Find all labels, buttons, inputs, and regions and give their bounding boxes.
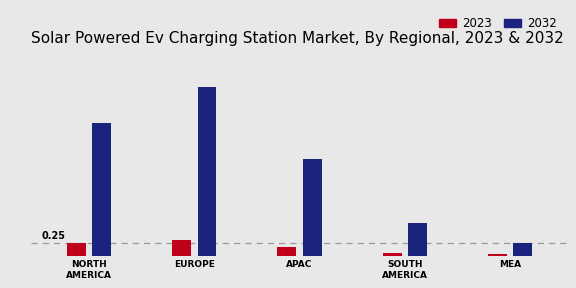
Bar xyxy=(92,123,111,256)
Bar xyxy=(278,247,297,256)
Bar xyxy=(408,223,427,256)
Bar xyxy=(488,254,507,256)
Bar xyxy=(513,243,532,256)
Text: Solar Powered Ev Charging Station Market, By Regional, 2023 & 2032: Solar Powered Ev Charging Station Market… xyxy=(31,31,564,46)
Bar xyxy=(302,159,321,256)
Legend: 2023, 2032: 2023, 2032 xyxy=(434,12,562,35)
Bar xyxy=(198,87,217,256)
Bar xyxy=(382,253,401,256)
Bar xyxy=(172,240,191,256)
Bar xyxy=(67,243,86,256)
Text: 0.25: 0.25 xyxy=(41,231,66,241)
